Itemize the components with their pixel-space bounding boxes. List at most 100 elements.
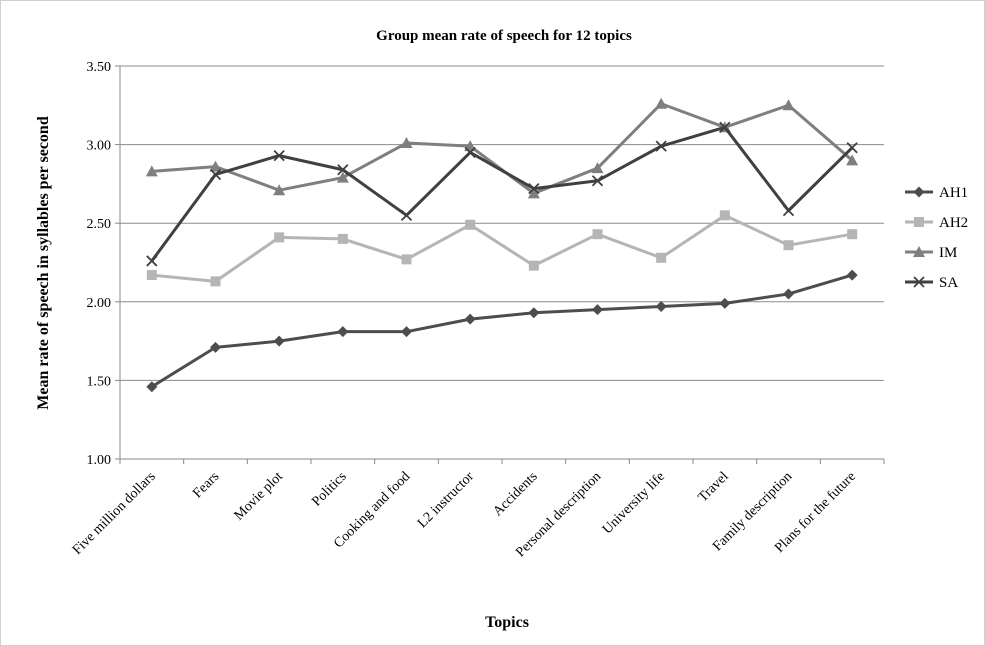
data-point-ah1 (846, 269, 858, 281)
data-point-sa (528, 182, 540, 195)
legend-label-ah1: AH1 (939, 185, 968, 201)
data-point-ah2 (656, 252, 667, 263)
data-point-ah2 (274, 232, 285, 243)
marker-stroke (528, 182, 540, 195)
marker-stroke (719, 121, 731, 133)
series-line-im (151, 102, 854, 195)
legend-marker-im (913, 246, 925, 257)
data-point-ah1 (655, 301, 667, 313)
marker-stroke (209, 168, 222, 181)
y-tick-label: 1.50 (87, 374, 112, 389)
series-line-sa (150, 125, 854, 262)
x-tick-label: Five million dollars (70, 469, 159, 558)
legend-item-ah1: AH1 (905, 185, 968, 201)
data-point-ah2 (210, 276, 221, 287)
marker-stroke (655, 140, 667, 152)
x-tick-label: Movie plot (232, 469, 286, 523)
marker-stroke (146, 255, 158, 267)
legend-label-ah2: AH2 (939, 215, 968, 231)
data-point-ah2 (847, 229, 858, 240)
marker-stroke (913, 276, 925, 288)
legend: AH1 AH2 IM SA (905, 185, 968, 291)
marker-stroke (782, 204, 795, 217)
legend-item-sa: SA (905, 275, 958, 291)
data-point-ah1 (528, 307, 540, 319)
legend-label-sa: SA (939, 275, 958, 291)
data-point-ah1 (273, 335, 285, 347)
data-point-im (846, 154, 859, 166)
y-axis-ticks: 1.00 1.50 2.00 2.50 3.00 3.50 (87, 60, 112, 468)
series-ah2 (146, 210, 858, 287)
marker-stroke (337, 164, 349, 176)
y-tick-label: 2.00 (87, 296, 112, 311)
series-line-ah1 (151, 273, 853, 388)
data-point-im (209, 160, 222, 172)
data-point-ah1 (146, 381, 158, 393)
gridlines (115, 65, 885, 464)
x-tick-label: L2 instructor (415, 469, 477, 531)
data-point-sa (591, 175, 604, 187)
data-point-im (782, 99, 795, 111)
data-point-im (527, 187, 540, 199)
x-tick-label: Fears (190, 469, 222, 501)
x-tick-label: University life (600, 469, 668, 537)
legend-marker-ah2 (914, 217, 924, 227)
y-tick-label: 3.00 (87, 139, 112, 154)
marker-stroke (273, 149, 285, 162)
series-ah1 (146, 269, 858, 393)
legend-label-im: IM (939, 245, 957, 261)
data-point-ah1 (464, 313, 476, 325)
legend-marker-sa (913, 276, 925, 288)
data-point-sa (337, 164, 349, 176)
data-point-sa (782, 204, 795, 217)
data-point-im (145, 165, 158, 177)
data-point-ah1 (401, 326, 412, 338)
data-point-im (273, 184, 286, 196)
y-tick-label: 1.00 (87, 453, 112, 468)
data-point-sa (846, 142, 858, 154)
legend-item-im: IM (905, 245, 957, 261)
marker-stroke (400, 209, 413, 221)
data-point-ah2 (592, 229, 603, 240)
x-tick-label: Politics (309, 469, 349, 509)
series-line-ah2 (151, 213, 853, 283)
series-sa (146, 121, 858, 267)
data-point-ah2 (401, 254, 412, 265)
data-point-im (591, 162, 604, 174)
data-point-ah2 (465, 219, 476, 230)
data-point-ah2 (337, 233, 348, 244)
chart-title: Group mean rate of speech for 12 topics (376, 28, 632, 44)
data-point-ah1 (337, 326, 349, 338)
data-point-ah1 (719, 297, 731, 309)
y-axis-label: Mean rate of speech in syllables per sec… (35, 116, 52, 410)
data-point-sa (655, 140, 667, 152)
data-point-ah1 (592, 304, 603, 316)
data-point-sa (273, 149, 285, 162)
marker-stroke (846, 142, 858, 154)
x-axis-ticks: Five million dollars Fears Movie plot Polit… (70, 469, 859, 560)
data-point-ah1 (783, 288, 794, 300)
data-point-ah2 (528, 260, 539, 271)
plot-area (145, 97, 859, 393)
data-point-ah2 (719, 210, 730, 221)
x-tick-label: Travel (696, 469, 732, 505)
marker-stroke (464, 146, 476, 159)
data-point-im (336, 171, 349, 183)
data-point-ah2 (783, 240, 794, 251)
y-tick-label: 3.50 (87, 60, 112, 75)
x-tick-label: Accidents (490, 469, 540, 519)
data-point-sa (400, 209, 413, 221)
x-axis-label: Topics (485, 614, 529, 631)
y-tick-label: 2.50 (87, 217, 112, 232)
data-point-sa (719, 121, 731, 133)
data-point-ah2 (146, 270, 157, 281)
data-point-sa (209, 168, 222, 181)
legend-item-ah2: AH2 (905, 215, 968, 231)
legend-marker-ah1 (913, 186, 925, 198)
marker-stroke (591, 175, 604, 187)
data-point-ah1 (210, 341, 221, 353)
series-im (145, 97, 859, 199)
data-point-sa (146, 255, 158, 267)
